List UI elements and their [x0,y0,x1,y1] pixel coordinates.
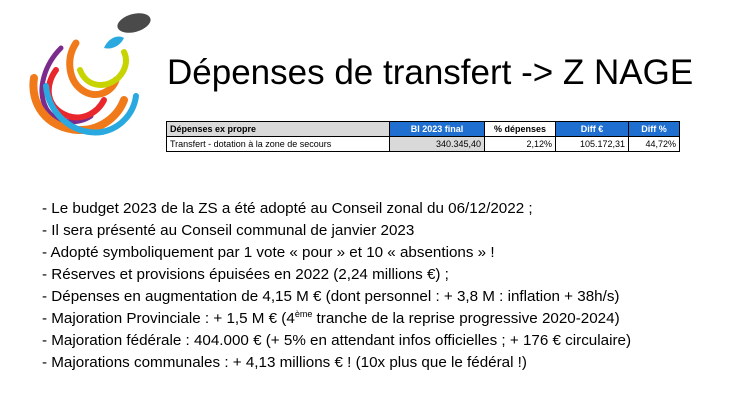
cell-label: Transfert - dotation à la zone de secour… [166,136,390,152]
header-pct-depenses: % dépenses [484,121,556,137]
bullet-item: - Adopté symboliquement par 1 vote « pou… [42,244,495,261]
bullet-list: - Le budget 2023 de la ZS a été adopté a… [42,198,631,374]
budget-table: Dépenses ex propre BI 2023 final % dépen… [166,121,680,152]
header-depenses: Dépenses ex propre [166,121,390,137]
bullet-text: - Majoration Provinciale : + 1,5 M € (4 [42,310,295,327]
cell-diffp: 44,72% [628,136,680,152]
table-header-row: Dépenses ex propre BI 2023 final % dépen… [166,121,680,137]
abstract-swirl-logo-icon [29,13,151,136]
header-bi-2023: BI 2023 final [389,121,485,137]
bullet-item: - Majorations communales : + 4,13 millio… [42,354,527,371]
logo [16,8,166,148]
cell-pct: 2,12% [484,136,556,152]
bullet-item: - Réserves et provisions épuisées en 202… [42,266,449,283]
bullet-item: - Majoration fédérale : 404.000 € (+ 5% … [42,332,632,349]
page-title: Dépenses de transfert -> Z NAGE [167,53,694,92]
bullet-item: - Le budget 2023 de la ZS a été adopté a… [42,200,533,217]
bullet-item: - Dépenses en augmentation de 4,15 M € (… [42,288,620,305]
header-diff-eur: Diff € [555,121,629,137]
table-row: Transfert - dotation à la zone de secour… [166,136,680,152]
bullet-item: - Il sera présenté au Conseil communal d… [42,222,415,239]
bullet-text: tranche de la reprise progressive 2020-2… [312,310,620,327]
cell-bi: 340.345,40 [389,136,485,152]
bullet-item: - Majoration Provinciale : + 1,5 M € (4è… [42,308,631,330]
header-diff-pct: Diff % [628,121,680,137]
cell-diff: 105.172,31 [555,136,629,152]
ordinal-suffix: ème [294,308,313,319]
